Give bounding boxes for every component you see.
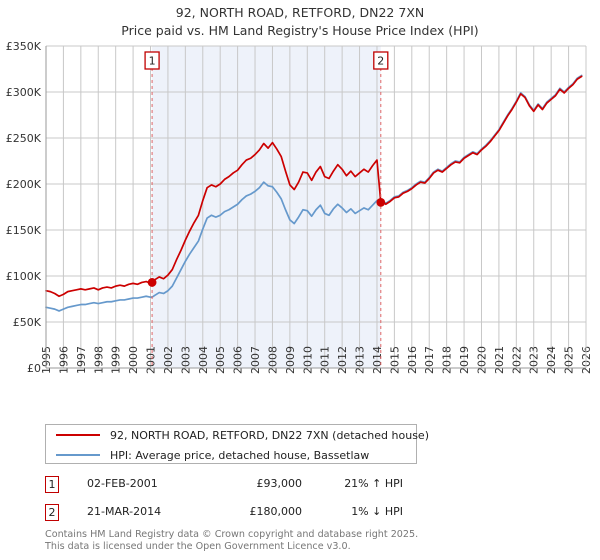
legend-label-property: 92, NORTH ROAD, RETFORD, DN22 7XN (detac…	[110, 428, 429, 442]
sale-hpi-delta-2: 1% ↓ HPI	[351, 505, 403, 518]
x-axis-tick: 1999	[110, 346, 123, 374]
sale-point-marker	[376, 198, 386, 207]
x-axis-tick: 2007	[249, 346, 262, 374]
x-axis-tick: 2006	[232, 346, 245, 374]
sale-marker-badge-2: 2	[45, 504, 59, 521]
sales-table: 1 02-FEB-2001 £93,000 21% ↑ HPI 2 21-MAR…	[45, 474, 445, 530]
x-axis-tick: 2013	[354, 346, 367, 374]
sale-price-1: £93,000	[256, 477, 303, 490]
x-axis-tick: 1997	[75, 346, 88, 374]
chart-legend: 92, NORTH ROAD, RETFORD, DN22 7XN (detac…	[45, 424, 429, 465]
legend-item-hpi: HPI: Average price, detached house, Bass…	[46, 445, 416, 465]
chart-title-block: 92, NORTH ROAD, RETFORD, DN22 7XN Price …	[0, 4, 600, 40]
footer-attribution: Contains HM Land Registry data © Crown c…	[45, 529, 585, 552]
page-title: 92, NORTH ROAD, RETFORD, DN22 7XN	[175, 5, 425, 20]
y-axis-tick: £150K	[6, 224, 42, 237]
x-axis-tick: 2017	[423, 346, 436, 374]
x-axis-tick: 2009	[284, 346, 297, 374]
x-axis-tick: 2000	[127, 346, 140, 374]
y-axis-tick: £350K	[6, 40, 42, 53]
y-axis-tick: £100K	[6, 270, 42, 283]
x-axis-tick: 2010	[301, 346, 314, 374]
sale-point-marker	[147, 278, 157, 287]
x-axis-tick: 2021	[493, 346, 506, 374]
x-axis-tick: 2016	[406, 346, 419, 374]
chart-marker-label: 1	[149, 55, 156, 68]
x-axis-tick: 2014	[371, 346, 384, 374]
chart-marker-box	[144, 51, 160, 70]
footer-line-2: This data is licensed under the Open Gov…	[45, 540, 351, 552]
sale-date-2: 21-MAR-2014	[87, 505, 162, 518]
legend-item-property: 92, NORTH ROAD, RETFORD, DN22 7XN (detac…	[46, 425, 429, 445]
x-axis-tick: 2020	[475, 346, 488, 374]
x-axis-tick: 2001	[145, 346, 158, 374]
table-row: 1 02-FEB-2001 £93,000 21% ↑ HPI	[45, 474, 445, 502]
legend-swatch-hpi	[56, 454, 100, 456]
table-row: 2 21-MAR-2014 £180,000 1% ↓ HPI	[45, 502, 445, 530]
legend-label-hpi: HPI: Average price, detached house, Bass…	[110, 448, 370, 462]
x-axis-tick: 2012	[336, 346, 349, 374]
y-axis-tick: £200K	[6, 178, 42, 191]
x-axis-tick: 2011	[319, 346, 332, 374]
sale-price-2: £180,000	[249, 505, 303, 518]
y-axis-tick: £50K	[13, 316, 42, 329]
sale-date-1: 02-FEB-2001	[87, 477, 158, 490]
x-axis-tick: 2005	[214, 346, 227, 374]
x-axis-tick: 2023	[528, 346, 541, 374]
chart-marker-label: 2	[377, 55, 384, 68]
x-axis-tick: 1996	[57, 346, 70, 374]
series-line-property	[45, 75, 583, 298]
legend-swatch-property	[56, 434, 100, 436]
x-axis-tick: 2025	[563, 346, 576, 374]
x-axis-tick: 2004	[197, 346, 210, 374]
x-axis-tick: 2018	[441, 346, 454, 374]
x-axis-tick: 2015	[388, 346, 401, 374]
y-axis-tick: £300K	[6, 86, 42, 99]
sale-hpi-delta-1: 21% ↑ HPI	[344, 477, 403, 490]
x-axis-tick: 2003	[179, 346, 192, 374]
x-axis-tick: 2019	[458, 346, 471, 374]
y-axis-tick: £0	[27, 362, 41, 375]
page-subtitle: Price paid vs. HM Land Registry's House …	[121, 23, 479, 38]
x-axis-tick: 1998	[92, 346, 105, 374]
x-axis-tick: 2008	[266, 346, 279, 374]
x-axis-tick: 2024	[545, 346, 558, 374]
chart-marker-box	[373, 51, 389, 70]
x-axis-tick: 2022	[510, 346, 523, 374]
x-axis-tick: 2002	[162, 346, 175, 374]
y-axis-tick: £250K	[6, 132, 42, 145]
footer-line-1: Contains HM Land Registry data © Crown c…	[45, 529, 419, 540]
sale-marker-badge-1: 1	[45, 476, 59, 493]
